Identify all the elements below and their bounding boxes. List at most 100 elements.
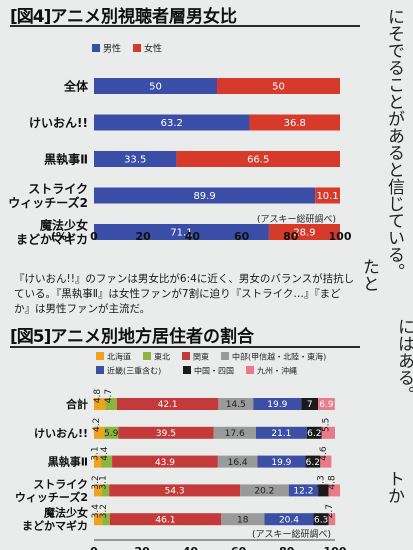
- figure-4-caption: 『けいおん!!』のファンは男女比が6:4に近く、男女のバランスが拮抗し ている。…: [14, 272, 359, 317]
- legend-swatch: [96, 352, 104, 360]
- legend-swatch: [183, 366, 191, 374]
- bar-segment: [217, 455, 258, 468]
- bar-segment: [328, 484, 341, 497]
- category-label: けいおん!!: [29, 116, 88, 130]
- bar-segment: [253, 398, 302, 410]
- data-label: 3.1: [91, 446, 101, 460]
- data-label: 33.5: [124, 155, 146, 166]
- data-label: 12.2: [293, 487, 313, 497]
- bar-segment: [101, 455, 113, 468]
- bar-segment: [94, 398, 106, 410]
- bar-segment: [249, 114, 340, 131]
- bar-segment: [264, 513, 314, 526]
- data-label: 3.1: [98, 475, 108, 489]
- legend-swatch: [246, 366, 254, 374]
- legend-label: 中国・四国: [194, 366, 234, 376]
- data-label: 21.1: [271, 429, 291, 439]
- x-tick-label: 40: [185, 230, 201, 243]
- bar-segment: [320, 455, 332, 468]
- bar-segment: [240, 484, 289, 497]
- category-label: 魔法少女まどかマギカ: [16, 217, 88, 246]
- legend-label: 女性: [144, 43, 162, 55]
- data-label: 2.7: [325, 504, 335, 518]
- x-tick-label: 0: [90, 230, 98, 243]
- data-label: 4.8: [93, 389, 103, 404]
- data-label: 10.1: [316, 191, 338, 202]
- data-label: 19.9: [271, 458, 291, 468]
- data-label: 6.9: [319, 400, 334, 410]
- legend-label: 関東: [193, 352, 209, 362]
- data-label: 71.1: [170, 228, 192, 239]
- figure-4-title-rule: [10, 25, 360, 27]
- caption-line: 『けいおん!!』のファンは男女比が6:4に近く、男女のバランスが拮抗し: [14, 273, 355, 285]
- x-tick-label: 100: [324, 545, 347, 550]
- bar-segment: [328, 513, 336, 526]
- data-label: 6.2: [306, 458, 320, 468]
- category-label: 黒執事Ⅱ: [44, 151, 88, 166]
- data-label: 20.4: [279, 515, 299, 525]
- bar-segment: [221, 513, 265, 526]
- data-label: 4.3: [316, 475, 326, 489]
- figure-5-title-rule: [10, 346, 360, 348]
- data-label: 3.2: [99, 504, 109, 518]
- bar-segment: [315, 187, 340, 204]
- legend-label: 中部(甲信越・北陸・東海): [232, 352, 326, 362]
- bar-segment: [104, 426, 119, 439]
- category-label: 魔法少女まどかマギカ: [22, 506, 88, 533]
- category-label: 黒執事Ⅱ: [48, 455, 88, 469]
- bar-segment: [116, 398, 219, 410]
- data-label: 63.2: [161, 118, 183, 129]
- data-label: 7: [307, 400, 313, 410]
- legend-swatch: [143, 352, 151, 360]
- data-label: 18: [237, 515, 249, 525]
- bar-segment: [94, 151, 177, 167]
- bar-segment: [321, 426, 335, 439]
- data-label: 36.8: [284, 118, 306, 129]
- x-tick-label: 80: [283, 230, 299, 243]
- data-label: 28.9: [293, 228, 315, 239]
- x-tick-label: 60: [234, 230, 250, 243]
- legend-swatch: [96, 366, 104, 374]
- source-note: (アスキー総研調べ): [252, 528, 331, 540]
- category-label: 全体: [63, 78, 89, 93]
- figure-4-label: [図4]: [10, 7, 51, 27]
- figure-5-label: [図5]: [10, 327, 51, 347]
- caption-line: ている。『黒執事Ⅱ』は女性ファンが7割に迫り『ストライク…』『まど: [14, 288, 341, 300]
- bar-segment: [94, 187, 316, 204]
- bar-segment: [217, 78, 340, 94]
- side-text-column: たと: [359, 258, 379, 292]
- data-label: 5.5: [321, 418, 331, 432]
- bar-segment: [112, 455, 218, 468]
- bar-segment: [94, 78, 217, 94]
- data-label: 4.8: [327, 475, 337, 490]
- bar-segment: [109, 484, 241, 497]
- data-label: 19.9: [267, 400, 287, 410]
- data-label: 4.2: [92, 418, 102, 432]
- data-label: 46.1: [155, 515, 175, 525]
- data-label: 66.5: [247, 155, 269, 166]
- legend-swatch: [221, 352, 229, 360]
- data-label: 3.4: [91, 504, 101, 519]
- bar-segment: [213, 426, 256, 439]
- category-label: ストライクウィッチーズ2: [8, 182, 88, 210]
- data-label: 20.2: [254, 487, 274, 497]
- side-text-column: にはある。: [394, 318, 413, 403]
- legend-label: 東北: [154, 352, 170, 362]
- bar-segment: [176, 151, 340, 167]
- bar-segment: [102, 513, 110, 526]
- data-label: 4.4: [100, 446, 110, 461]
- bar-segment: [318, 398, 335, 410]
- x-tick-label: 60: [231, 545, 247, 550]
- legend-label: 近畿(三重含む): [107, 366, 161, 376]
- x-tick-label: 80: [279, 545, 295, 550]
- bar-segment: [101, 484, 110, 497]
- bar-segment: [301, 398, 319, 410]
- legend-label: 男性: [103, 43, 121, 55]
- x-tick-label: 0: [90, 545, 98, 550]
- figure-4-title-text: アニメ別視聴者層男女比: [50, 7, 238, 27]
- data-label: 39.5: [156, 429, 176, 439]
- legend-swatch: [182, 352, 190, 360]
- bar-segment: [94, 513, 103, 526]
- bar-segment: [94, 426, 105, 439]
- bar-segment: [313, 513, 329, 526]
